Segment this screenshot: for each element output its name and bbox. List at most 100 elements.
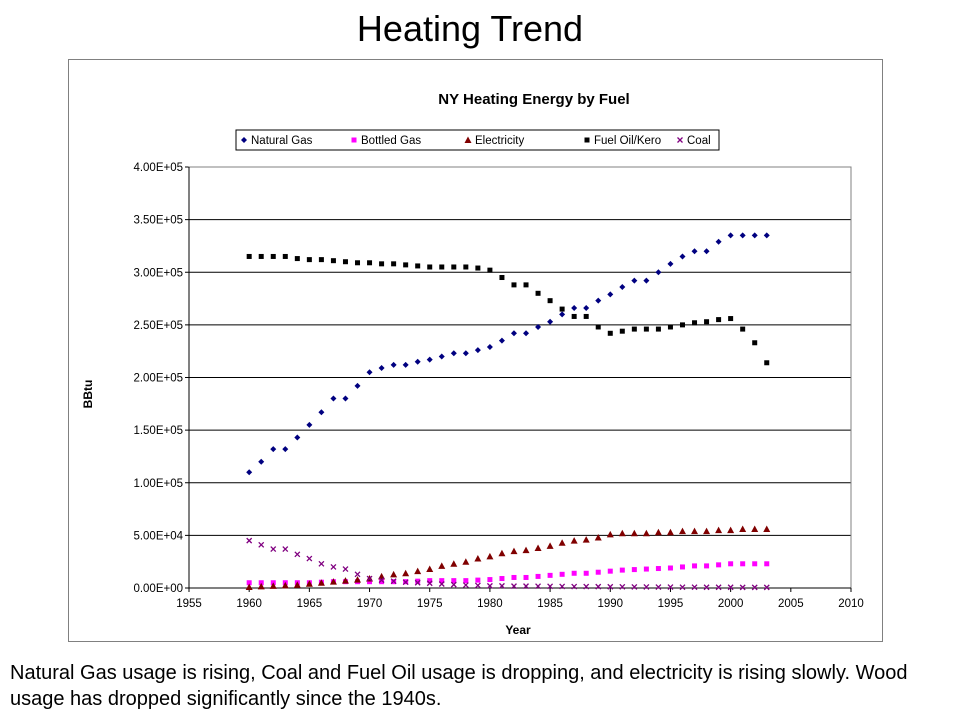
legend-marker xyxy=(241,137,247,143)
data-point xyxy=(402,361,409,368)
data-point xyxy=(571,305,578,312)
data-point xyxy=(245,583,253,590)
data-point xyxy=(655,269,662,276)
x-tick-label: 1990 xyxy=(597,598,623,610)
chart-series xyxy=(245,232,771,591)
chart-legend: Natural Gas Bottled Gas Electricity Fuel Oi… xyxy=(235,129,720,151)
data-point xyxy=(607,291,614,298)
data-point xyxy=(678,527,686,535)
data-point xyxy=(367,579,373,585)
data-point xyxy=(305,580,313,587)
data-point xyxy=(704,319,710,325)
data-point xyxy=(740,561,746,567)
data-point xyxy=(727,584,734,591)
data-point xyxy=(595,324,601,330)
data-point xyxy=(692,563,698,569)
data-point xyxy=(475,577,481,583)
data-point xyxy=(415,263,421,269)
data-point xyxy=(594,533,602,541)
data-point xyxy=(703,584,710,591)
data-point xyxy=(595,569,601,575)
data-point xyxy=(643,583,650,590)
series-bottled-gas xyxy=(246,561,770,586)
data-point xyxy=(667,324,673,330)
data-point xyxy=(451,264,457,270)
data-point xyxy=(547,572,553,578)
data-point xyxy=(341,577,349,584)
data-point xyxy=(583,570,589,576)
y-tick-label: 3.00E+05 xyxy=(133,267,183,279)
legend-label: Coal xyxy=(687,135,711,147)
data-point xyxy=(354,382,361,389)
series-electricity xyxy=(245,525,771,590)
legend-marker xyxy=(677,137,683,143)
data-point xyxy=(522,546,530,554)
chart-axes xyxy=(188,166,852,589)
data-point xyxy=(486,582,493,589)
data-point xyxy=(571,583,578,590)
x-tick-label: 1995 xyxy=(658,598,684,610)
data-point xyxy=(535,323,542,330)
legend-marker xyxy=(584,137,590,143)
data-point xyxy=(439,578,445,584)
data-point xyxy=(450,581,457,588)
data-point xyxy=(691,584,698,591)
data-point xyxy=(631,326,637,332)
legend-marker xyxy=(464,136,472,143)
x-tick-label: 1960 xyxy=(236,598,262,610)
data-point xyxy=(438,353,445,360)
data-point xyxy=(499,275,505,281)
data-point xyxy=(728,561,734,567)
x-tick-label: 1985 xyxy=(537,598,563,610)
data-point xyxy=(354,571,361,578)
data-point xyxy=(739,584,746,591)
data-point xyxy=(366,369,373,376)
data-point xyxy=(763,525,771,533)
data-point xyxy=(294,256,300,262)
data-point xyxy=(655,566,661,572)
data-point xyxy=(546,542,554,549)
x-tick-label: 1955 xyxy=(176,598,202,610)
data-point xyxy=(631,277,638,284)
data-point xyxy=(462,558,470,565)
data-point xyxy=(739,525,747,533)
data-point xyxy=(619,567,625,573)
data-point xyxy=(486,343,493,350)
x-tick-label: 1970 xyxy=(357,598,383,610)
data-point xyxy=(510,330,517,337)
data-point xyxy=(619,283,626,290)
data-point xyxy=(439,264,445,270)
x-tick-labels: 1955 1960 1965 1970 1975 1980 1985 1990 1995 2000… xyxy=(176,588,864,610)
data-point xyxy=(511,574,517,580)
data-point xyxy=(329,578,337,585)
y-tick-label: 2.00E+05 xyxy=(133,373,183,385)
data-point xyxy=(269,582,277,589)
data-point xyxy=(679,322,685,328)
slide-title: Heating Trend xyxy=(356,8,584,49)
data-point xyxy=(294,551,301,558)
legend-marker xyxy=(351,137,357,143)
data-point xyxy=(450,560,458,567)
data-point xyxy=(258,541,265,548)
data-point xyxy=(511,583,517,590)
data-point xyxy=(317,579,325,586)
data-point xyxy=(764,561,770,567)
data-point xyxy=(716,562,722,568)
data-point xyxy=(427,264,433,270)
data-point xyxy=(474,582,481,589)
data-point xyxy=(739,232,746,239)
data-point xyxy=(619,328,625,334)
data-point xyxy=(258,458,265,465)
data-point xyxy=(378,365,385,372)
x-tick-label: 2010 xyxy=(838,598,864,610)
data-point xyxy=(366,575,373,582)
data-point xyxy=(704,563,710,569)
data-point xyxy=(728,316,734,322)
data-point xyxy=(270,446,277,453)
data-point xyxy=(487,267,493,273)
data-point xyxy=(535,583,542,590)
data-point xyxy=(378,577,385,584)
data-point xyxy=(523,282,529,288)
data-point xyxy=(391,261,397,267)
data-point xyxy=(764,360,770,366)
